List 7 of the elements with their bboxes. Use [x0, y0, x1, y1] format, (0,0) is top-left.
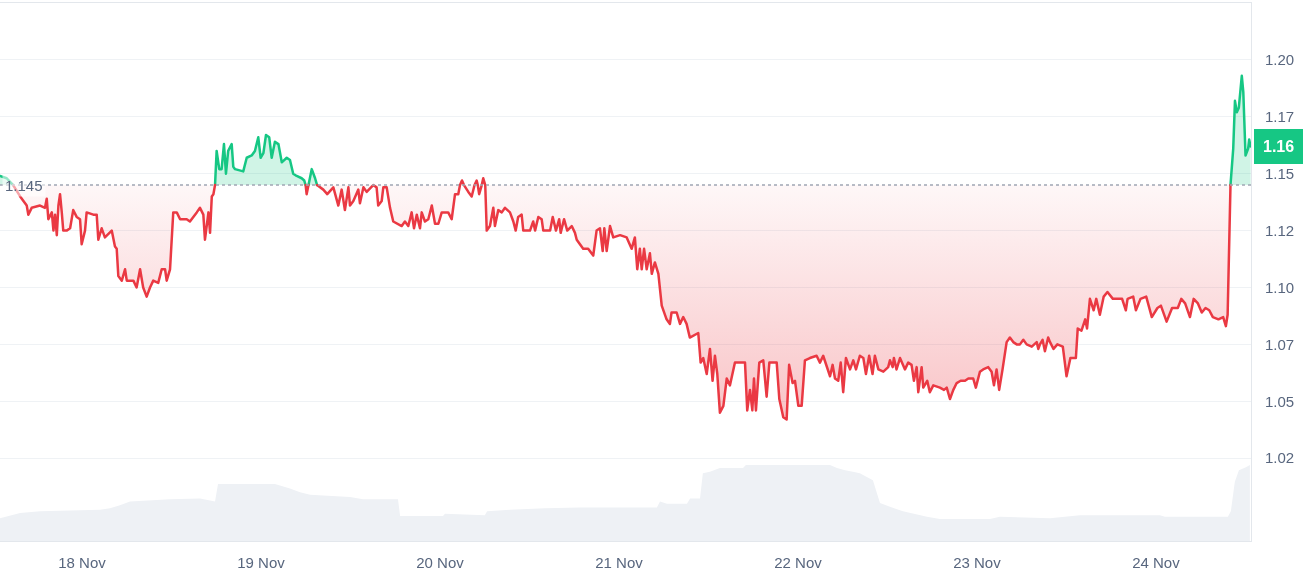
x-tick-label: 19 Nov	[237, 554, 286, 571]
x-tick-label: 23 Nov	[953, 554, 1002, 571]
x-tick-label: 21 Nov	[595, 554, 644, 571]
x-tick-label: 22 Nov	[774, 554, 823, 571]
x-tick-label: 20 Nov	[416, 554, 465, 571]
x-tick-label: 24 Nov	[1132, 554, 1181, 571]
x-tick-label: 18 Nov	[58, 554, 107, 571]
